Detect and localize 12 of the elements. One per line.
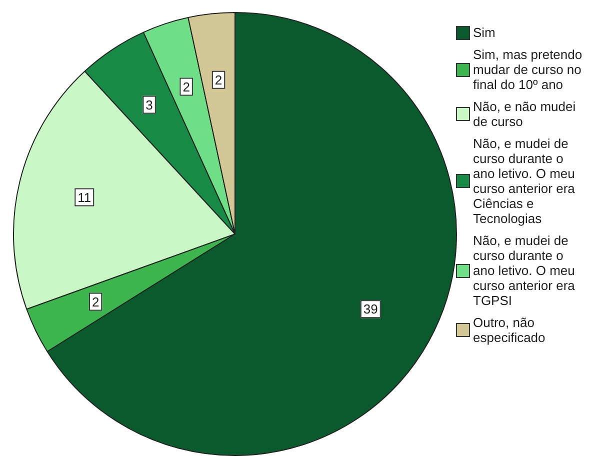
data-label: 2 [92, 294, 100, 310]
legend-label: Não, e não mudei de curso [473, 99, 576, 129]
data-label: 2 [214, 72, 222, 88]
legend-label: Outro, não especificado [473, 315, 546, 345]
data-label: 39 [363, 302, 378, 317]
legend-label: Sim [473, 25, 496, 40]
legend-label: Não, e mudei de curso durante o ano letivo. O meu curso anterior era Ciências e Tecnologias [473, 136, 575, 226]
data-label: 3 [146, 97, 153, 112]
legend-label: Não, e mudei de curso durante o ano letivo. O meu curso anterior era TGPSI [473, 233, 575, 308]
data-label: 2 [182, 79, 190, 94]
data-label: 11 [78, 190, 92, 205]
legend-label: Sim, mas pretendo mudar de curso no final do 10º ano [473, 47, 582, 92]
